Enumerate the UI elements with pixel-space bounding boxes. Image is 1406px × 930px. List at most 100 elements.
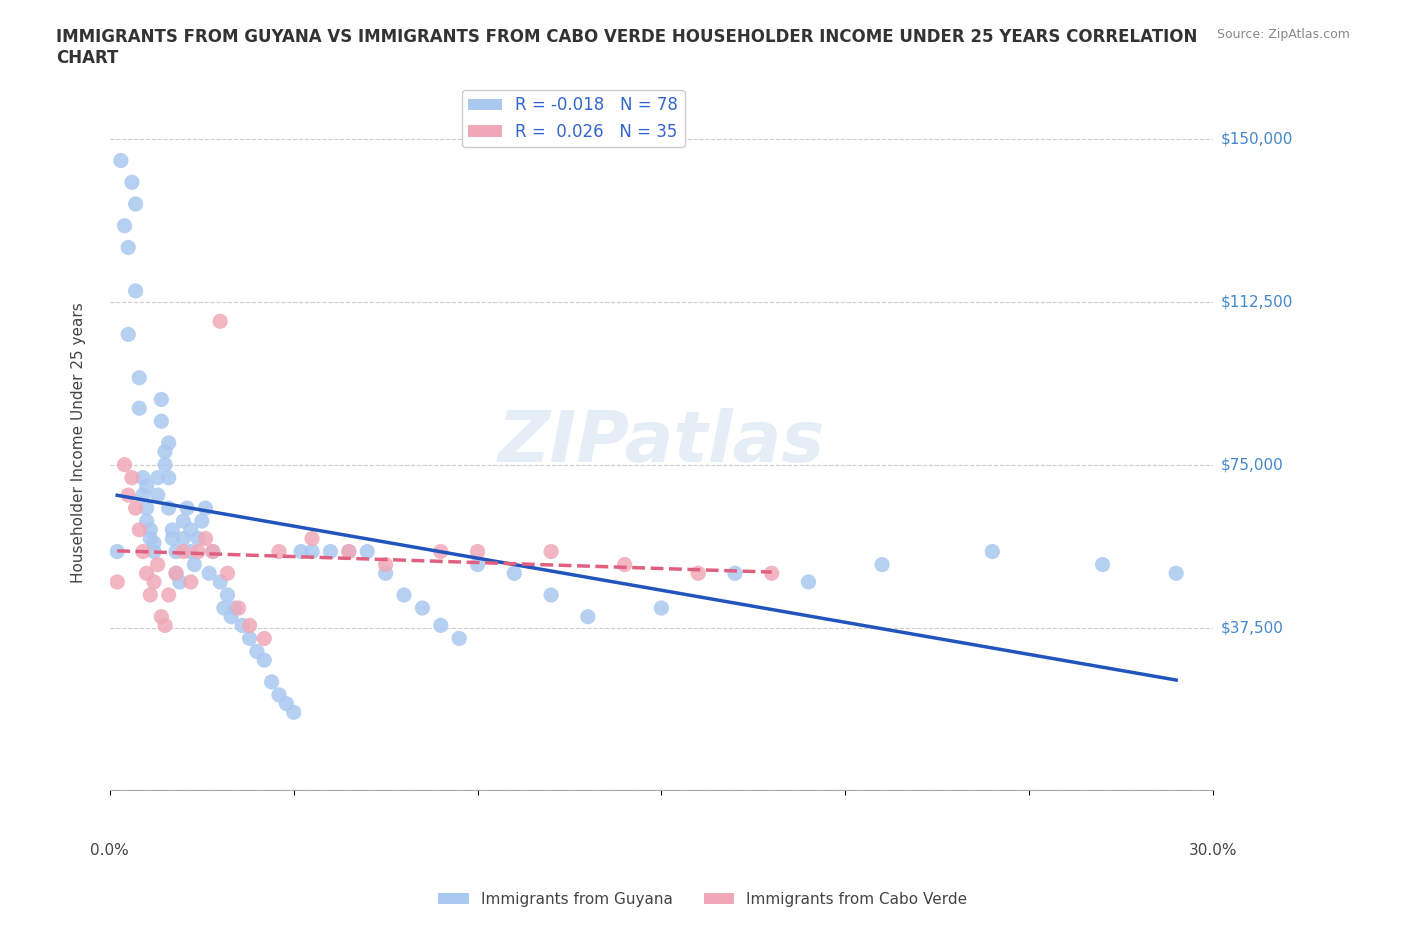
Point [165, 565, 187, 580]
Point [411, 601, 433, 616]
Point [201, 544, 224, 559]
Point [162, 523, 184, 538]
Point [121, 471, 143, 485]
Point [337, 544, 360, 559]
Legend: R = -0.018   N = 78, R =  0.026   N = 35: R = -0.018 N = 78, R = 0.026 N = 35 [461, 90, 685, 148]
Point [150, 609, 173, 624]
Point [117, 240, 139, 255]
Point [150, 392, 173, 407]
Text: Source: ZipAtlas.com: Source: ZipAtlas.com [1216, 28, 1350, 41]
Point [392, 588, 415, 603]
Text: 0.0%: 0.0% [90, 843, 129, 857]
Point [187, 544, 209, 559]
Point [124, 196, 146, 211]
Point [613, 557, 636, 572]
Point [117, 326, 139, 341]
Text: $112,500: $112,500 [1220, 294, 1292, 310]
Point [797, 575, 820, 590]
Point [224, 601, 246, 616]
Point [157, 435, 180, 450]
Point [217, 588, 239, 603]
Point [191, 513, 214, 528]
Text: IMMIGRANTS FROM GUYANA VS IMMIGRANTS FROM CABO VERDE HOUSEHOLDER INCOME UNDER 25: IMMIGRANTS FROM GUYANA VS IMMIGRANTS FRO… [56, 28, 1198, 67]
Point [157, 588, 180, 603]
Point [724, 565, 747, 580]
Point [124, 284, 146, 299]
Point [374, 565, 396, 580]
Point [121, 175, 143, 190]
Point [105, 575, 128, 590]
Point [128, 370, 150, 385]
Text: 30.0%: 30.0% [1188, 843, 1237, 857]
Point [114, 458, 136, 472]
Point [239, 618, 262, 632]
Point [1091, 557, 1114, 572]
Point [128, 401, 150, 416]
Point [374, 557, 396, 572]
Point [540, 588, 562, 603]
Point [153, 458, 176, 472]
Point [135, 565, 157, 580]
Point [198, 565, 221, 580]
Point [169, 575, 191, 590]
Point [194, 531, 217, 546]
Point [187, 531, 209, 546]
Point [650, 601, 672, 616]
Point [209, 575, 232, 590]
Point [180, 544, 202, 559]
Point [276, 697, 298, 711]
Point [132, 544, 155, 559]
Point [135, 513, 157, 528]
Point [467, 544, 489, 559]
Point [162, 531, 184, 546]
Point [117, 487, 139, 502]
Point [467, 557, 489, 572]
Point [165, 565, 187, 580]
Point [194, 500, 217, 515]
Point [150, 414, 173, 429]
Point [870, 557, 893, 572]
Point [253, 631, 276, 645]
Point [128, 523, 150, 538]
Point [105, 544, 128, 559]
Point [135, 479, 157, 494]
Point [253, 653, 276, 668]
Point [165, 544, 187, 559]
Point [267, 687, 290, 702]
Point [301, 544, 323, 559]
Point [429, 544, 451, 559]
Point [176, 500, 198, 515]
Point [157, 471, 180, 485]
Text: $75,000: $75,000 [1220, 458, 1284, 472]
Point [319, 544, 342, 559]
Point [231, 618, 253, 632]
Text: $37,500: $37,500 [1220, 620, 1284, 635]
Point [139, 531, 162, 546]
Point [503, 565, 526, 580]
Point [114, 219, 136, 233]
Y-axis label: Householder Income Under 25 years: Householder Income Under 25 years [72, 302, 86, 583]
Point [132, 471, 155, 485]
Point [449, 631, 471, 645]
Point [143, 544, 166, 559]
Point [124, 500, 146, 515]
Point [153, 445, 176, 459]
Point [217, 565, 239, 580]
Point [209, 313, 232, 328]
Point [110, 153, 132, 168]
Point [201, 544, 224, 559]
Text: $150,000: $150,000 [1220, 131, 1292, 146]
Point [212, 601, 235, 616]
Point [981, 544, 1004, 559]
Point [688, 565, 710, 580]
Point [219, 609, 242, 624]
Point [172, 544, 194, 559]
Legend: Immigrants from Guyana, Immigrants from Cabo Verde: Immigrants from Guyana, Immigrants from … [432, 886, 974, 913]
Point [290, 544, 312, 559]
Point [139, 523, 162, 538]
Point [576, 609, 599, 624]
Point [239, 631, 262, 645]
Point [143, 575, 166, 590]
Point [1166, 565, 1188, 580]
Point [180, 575, 202, 590]
